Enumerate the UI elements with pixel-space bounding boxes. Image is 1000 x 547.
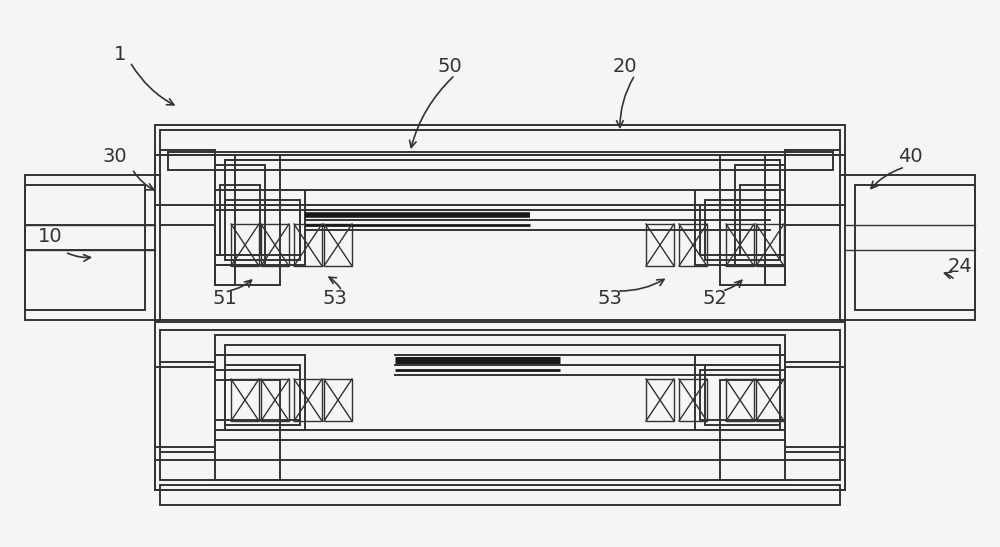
Bar (679, 224, 707, 266)
Bar (155, 125, 845, 320)
Bar (155, 460, 845, 490)
Bar (215, 165, 265, 265)
Bar (705, 200, 780, 260)
Bar (720, 155, 785, 285)
Bar (225, 160, 780, 190)
Bar (231, 379, 259, 421)
Bar (160, 485, 840, 505)
Bar (756, 379, 784, 421)
Bar (705, 365, 780, 425)
Bar (726, 224, 754, 266)
Text: 53: 53 (598, 289, 622, 309)
Text: 50: 50 (438, 57, 462, 77)
Bar (646, 379, 674, 421)
Bar (220, 185, 260, 255)
Bar (785, 155, 845, 205)
Bar (231, 224, 259, 266)
Bar (155, 322, 845, 490)
Bar (679, 379, 707, 421)
Text: 30: 30 (103, 148, 127, 166)
Bar (215, 190, 305, 265)
Bar (756, 224, 784, 266)
Bar (695, 355, 785, 430)
Bar (215, 370, 300, 420)
Text: 20: 20 (613, 57, 637, 77)
Bar (225, 365, 300, 425)
Bar (646, 224, 674, 266)
Bar (225, 200, 300, 260)
Bar (765, 155, 785, 285)
Text: 51: 51 (213, 289, 237, 309)
Bar (25, 185, 145, 310)
Bar (215, 155, 235, 285)
Bar (168, 152, 833, 170)
Bar (25, 175, 160, 320)
Bar (700, 370, 785, 420)
Bar (695, 190, 785, 265)
Bar (160, 362, 215, 452)
Bar (324, 224, 352, 266)
Bar (735, 165, 785, 265)
Bar (225, 160, 780, 205)
Bar (261, 379, 289, 421)
Bar (261, 224, 289, 266)
Bar (726, 379, 754, 421)
Text: 10: 10 (38, 228, 62, 247)
Bar (785, 150, 840, 225)
Bar (215, 355, 305, 430)
Bar (720, 380, 785, 480)
Bar (324, 379, 352, 421)
Bar (215, 380, 280, 480)
Bar (215, 155, 280, 285)
Bar (160, 330, 840, 480)
Bar (840, 175, 975, 320)
Text: 53: 53 (323, 289, 347, 309)
Bar (215, 335, 785, 440)
Bar (700, 205, 785, 255)
Bar (25, 225, 155, 250)
Bar (215, 155, 785, 210)
Text: 1: 1 (114, 45, 126, 65)
Bar (225, 345, 780, 430)
Text: 24: 24 (948, 258, 972, 276)
Bar (740, 185, 780, 255)
Bar (160, 150, 215, 225)
Bar (785, 367, 845, 447)
Text: 52: 52 (703, 289, 727, 309)
Bar (215, 205, 300, 255)
Bar (855, 185, 975, 310)
Bar (155, 155, 215, 205)
Text: 40: 40 (898, 148, 922, 166)
Bar (155, 367, 215, 447)
Bar (785, 362, 840, 452)
Bar (294, 379, 322, 421)
Bar (160, 130, 840, 155)
Bar (294, 224, 322, 266)
